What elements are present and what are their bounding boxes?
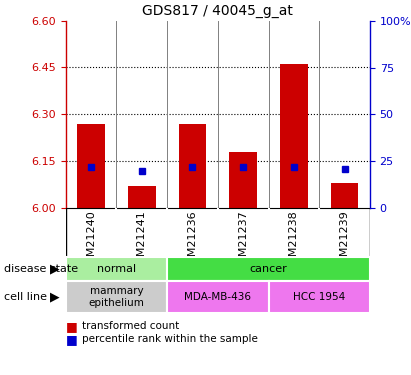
Text: MDA-MB-436: MDA-MB-436 [184, 292, 252, 302]
Text: ▶: ▶ [50, 291, 60, 304]
Bar [280, 64, 308, 208]
Text: ■: ■ [66, 333, 78, 346]
Text: mammary
epithelium: mammary epithelium [88, 286, 144, 308]
Text: disease state: disease state [4, 264, 78, 274]
Text: GSM21237: GSM21237 [238, 211, 248, 272]
Bar [178, 124, 206, 208]
Bar [330, 183, 358, 208]
Bar [66, 257, 167, 281]
Bar [66, 281, 167, 313]
Text: cell line: cell line [4, 292, 47, 302]
Bar [229, 152, 257, 208]
Text: normal: normal [97, 264, 136, 274]
Text: cancer: cancer [249, 264, 287, 274]
Bar [167, 281, 268, 313]
Text: transformed count: transformed count [82, 321, 180, 331]
Text: HCC 1954: HCC 1954 [293, 292, 345, 302]
Text: ▶: ▶ [50, 262, 60, 276]
Text: GSM21241: GSM21241 [137, 211, 147, 272]
Text: GSM21239: GSM21239 [339, 211, 349, 272]
Title: GDS817 / 40045_g_at: GDS817 / 40045_g_at [142, 4, 293, 18]
Text: GSM21236: GSM21236 [187, 211, 197, 271]
Text: GSM21240: GSM21240 [86, 211, 96, 272]
Text: ■: ■ [66, 320, 78, 333]
Text: percentile rank within the sample: percentile rank within the sample [82, 334, 258, 344]
Bar [268, 281, 370, 313]
Bar [77, 124, 105, 208]
Text: GSM21238: GSM21238 [289, 211, 299, 272]
Bar [167, 257, 370, 281]
Bar [128, 186, 156, 208]
